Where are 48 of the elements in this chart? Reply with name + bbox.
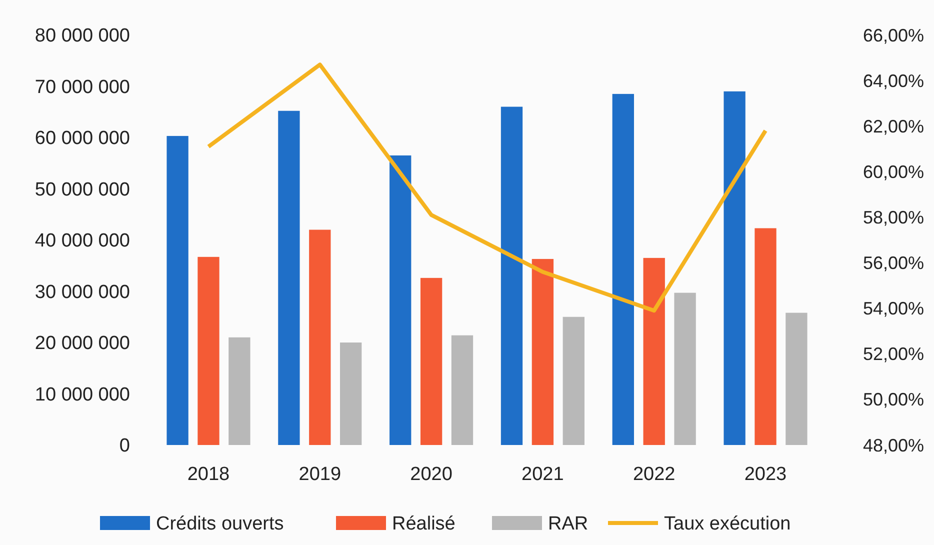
y2-tick-label: 62,00% [862,116,924,136]
legend-label: RAR [548,514,588,535]
bar [724,91,746,445]
x-tick-label: 2021 [522,464,564,485]
line-series [206,62,768,313]
bar [562,316,584,445]
bar [198,256,220,445]
y-tick-label: 0 [119,436,130,457]
x-tick-label: 2020 [410,464,452,485]
y-tick-label: 70 000 000 [34,76,130,98]
y2-tick-label: 52,00% [862,344,924,364]
y-tick-label: 20 000 000 [34,333,130,354]
bar [166,136,188,445]
bar [340,342,362,445]
y2-tick-label: 58,00% [862,208,924,228]
y2-tick-label: 50,00% [862,390,924,410]
y2-tick-label: 60,00% [862,162,924,182]
bar [390,155,412,445]
y2-tick-label: 66,00% [862,25,924,46]
x-tick-label: 2022 [632,464,676,485]
y-tick-label: 10 000 000 [34,384,130,406]
bar [674,292,696,445]
x-tick-label: 2018 [187,464,230,485]
y-tick-label: 60 000 000 [34,128,130,150]
bar [532,258,554,445]
bar [228,337,250,445]
bar [309,230,331,445]
bar [500,106,523,445]
y-tick-label: 80 000 000 [34,26,130,47]
y-tick-label: 30 000 000 [34,282,130,303]
y2-tick-label: 64,00% [862,70,924,91]
bar [612,94,634,445]
bar [451,335,474,445]
bar [278,110,300,445]
y2-tick-label: 48,00% [862,435,924,456]
y2-tick-label: 54,00% [862,298,924,319]
legend-label: Réalisé [392,514,456,535]
bar [643,258,665,445]
y-tick-label: 40 000 000 [34,230,130,252]
y-tick-label: 50 000 000 [34,179,130,200]
bar [420,278,442,445]
bar [786,312,808,445]
y2-tick-label: 56,00% [862,253,924,274]
bar [754,228,776,445]
legend-label: Crédits ouverts [156,514,284,535]
legend-label: Taux exécution [664,514,791,535]
x-tick-label: 2023 [744,464,787,485]
x-tick-label: 2019 [298,464,342,485]
